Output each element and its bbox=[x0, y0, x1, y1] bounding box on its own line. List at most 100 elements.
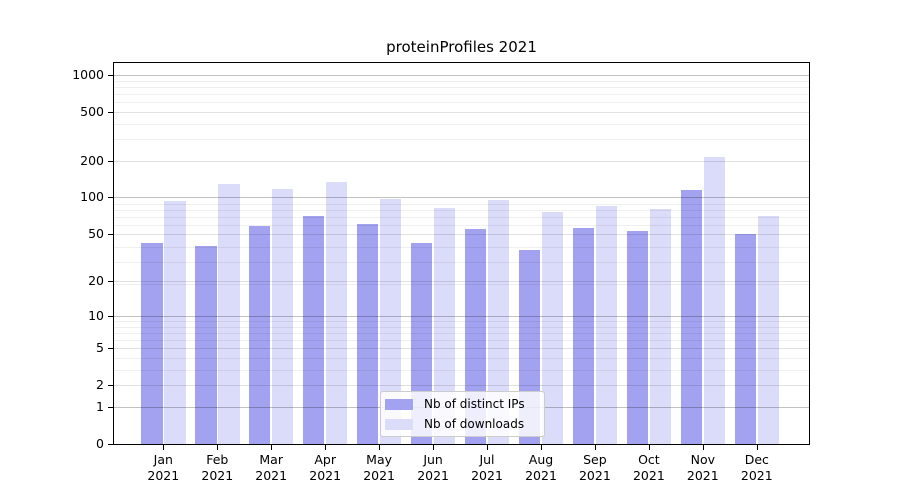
y-tick-label: 20 bbox=[88, 273, 104, 289]
x-tick bbox=[163, 445, 164, 450]
x-tick bbox=[217, 445, 218, 450]
bar-downloads-nov bbox=[703, 156, 725, 444]
bar-ips-nov bbox=[680, 190, 702, 444]
y-tick bbox=[108, 444, 113, 445]
y-tick bbox=[108, 112, 113, 113]
x-tick-label: Dec 2021 bbox=[725, 452, 789, 484]
legend-swatch-downloads bbox=[385, 418, 413, 430]
bar-ips-jan bbox=[141, 243, 163, 444]
y-tick bbox=[108, 407, 113, 408]
gridline bbox=[114, 385, 809, 387]
x-tick-label: Apr 2021 bbox=[293, 452, 357, 484]
bar-ips-may bbox=[356, 224, 379, 444]
x-tick-month: Mar bbox=[259, 452, 283, 467]
x-tick-label: Jun 2021 bbox=[401, 452, 465, 484]
bar-ips-dec bbox=[734, 233, 756, 444]
x-tick bbox=[757, 445, 758, 450]
gridline bbox=[114, 233, 809, 235]
x-tick bbox=[433, 445, 434, 450]
y-tick bbox=[108, 234, 113, 235]
bar-downloads-sep bbox=[595, 206, 618, 444]
gridline-minor bbox=[114, 326, 809, 328]
x-tick-year: 2021 bbox=[578, 468, 611, 483]
gridline-minor bbox=[114, 369, 809, 371]
gridline-minor bbox=[114, 123, 809, 125]
legend-label: Nb of distinct IPs bbox=[424, 397, 525, 411]
gridline bbox=[114, 197, 809, 199]
y-tick-label: 200 bbox=[80, 152, 104, 168]
bar-ips-feb bbox=[195, 245, 217, 444]
x-tick-year: 2021 bbox=[201, 468, 234, 483]
x-tick-month: Jan bbox=[153, 452, 173, 467]
y-tick bbox=[108, 385, 113, 386]
x-tick-month: Jul bbox=[479, 452, 495, 467]
gridline-minor bbox=[114, 340, 809, 341]
y-tick bbox=[108, 281, 113, 282]
gridline bbox=[114, 74, 809, 76]
x-tick bbox=[271, 445, 272, 450]
y-tick-label: 50 bbox=[88, 225, 104, 241]
y-tick-label: 2 bbox=[96, 377, 104, 393]
x-tick-label: Oct 2021 bbox=[617, 452, 681, 484]
bar-ips-sep bbox=[572, 228, 595, 444]
x-tick-month: Apr bbox=[314, 452, 336, 467]
x-tick-label: Mar 2021 bbox=[239, 452, 303, 484]
x-tick-month: Feb bbox=[206, 452, 229, 467]
x-tick-month: Aug bbox=[528, 452, 554, 467]
bar-ips-apr bbox=[302, 216, 325, 444]
x-tick bbox=[649, 445, 650, 450]
chart-title: proteinProfiles 2021 bbox=[386, 38, 537, 56]
y-tick-label: 1 bbox=[96, 399, 104, 414]
x-tick-label: Sep 2021 bbox=[563, 452, 627, 484]
bar-downloads-jun bbox=[433, 207, 456, 444]
gridline-minor bbox=[114, 321, 809, 322]
bar-ips-jul bbox=[464, 229, 487, 444]
x-tick-year: 2021 bbox=[309, 468, 342, 483]
y-tick-label: 5 bbox=[96, 340, 104, 356]
legend: Nb of distinct IPs Nb of downloads bbox=[380, 391, 545, 437]
gridline-minor bbox=[114, 209, 809, 211]
x-tick bbox=[379, 445, 380, 450]
gridline-minor bbox=[114, 80, 809, 82]
x-tick bbox=[541, 445, 542, 450]
x-tick bbox=[703, 445, 704, 450]
y-tick-label: 1000 bbox=[72, 66, 104, 82]
bar-ips-mar bbox=[248, 226, 271, 444]
gridline bbox=[114, 348, 809, 350]
x-tick-month: Dec bbox=[744, 452, 769, 467]
gridline-minor bbox=[114, 217, 809, 218]
gridline-minor bbox=[114, 203, 809, 205]
y-tick bbox=[108, 161, 113, 162]
legend-row: Nb of distinct IPs bbox=[385, 394, 538, 414]
x-tick-month: Oct bbox=[638, 452, 660, 467]
x-tick-month: Nov bbox=[690, 452, 715, 467]
y-tick bbox=[108, 75, 113, 76]
y-tick-label: 100 bbox=[80, 189, 104, 205]
x-tick-label: May 2021 bbox=[347, 452, 411, 484]
x-tick bbox=[325, 445, 326, 450]
x-tick-year: 2021 bbox=[525, 468, 557, 483]
y-tick-label: 10 bbox=[88, 307, 104, 323]
x-tick bbox=[595, 445, 596, 450]
x-tick-label: Aug 2021 bbox=[509, 452, 573, 484]
x-tick bbox=[487, 445, 488, 450]
x-tick-label: Jul 2021 bbox=[455, 452, 519, 484]
x-tick-year: 2021 bbox=[686, 468, 719, 483]
bar-downloads-jan bbox=[164, 200, 186, 444]
x-tick-year: 2021 bbox=[147, 468, 180, 483]
gridline bbox=[114, 111, 809, 113]
legend-swatch-ips bbox=[385, 398, 413, 410]
gridline-minor bbox=[114, 246, 809, 248]
gridline bbox=[114, 281, 809, 283]
y-tick bbox=[108, 316, 113, 317]
x-tick-label: Nov 2021 bbox=[671, 452, 735, 484]
gridline bbox=[114, 315, 809, 317]
y-tick bbox=[108, 348, 113, 349]
x-tick-month: Jun bbox=[423, 452, 443, 467]
x-tick-label: Feb 2021 bbox=[185, 452, 249, 484]
x-tick-year: 2021 bbox=[632, 468, 665, 483]
legend-row: Nb of downloads bbox=[385, 414, 538, 434]
gridline-minor bbox=[114, 94, 809, 95]
x-tick-label: Jan 2021 bbox=[131, 452, 195, 484]
